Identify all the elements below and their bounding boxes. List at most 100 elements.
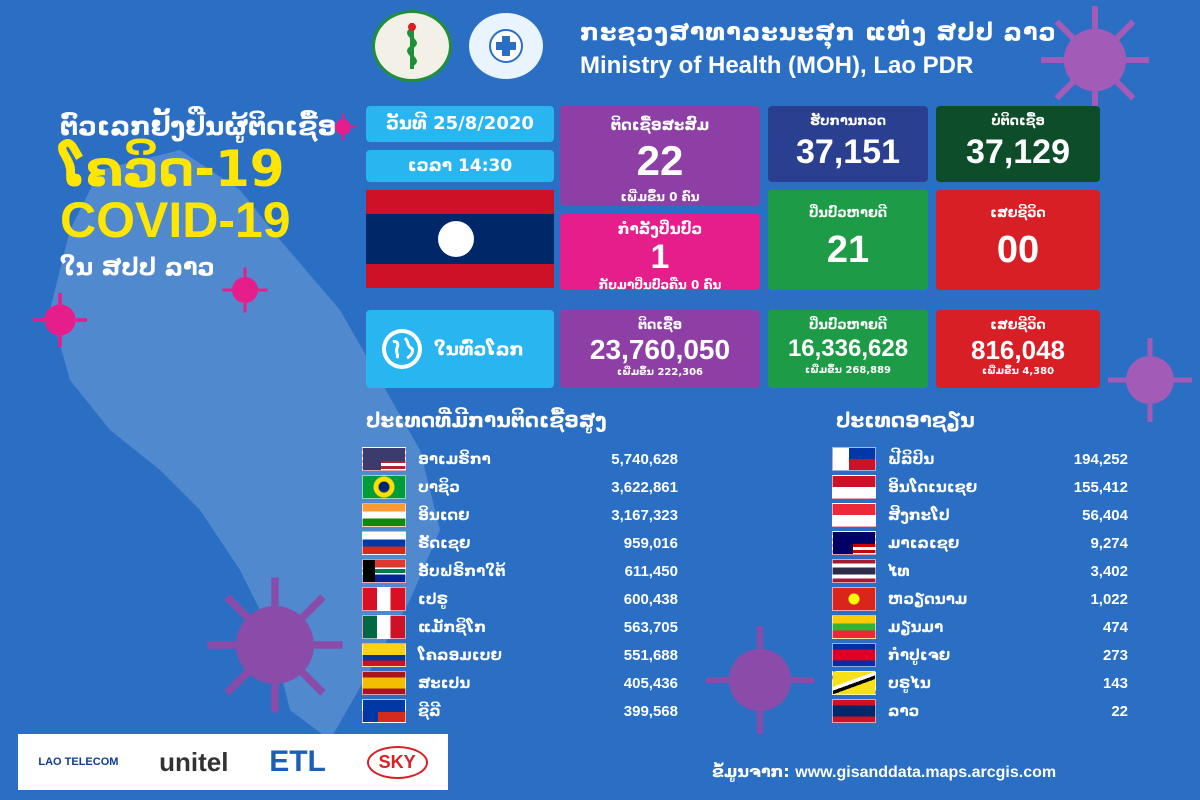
treating-sub: ກັບມາປິ່ນປົວຄືນ 0 ຄົນ xyxy=(598,278,722,292)
asean-country-row: ມຽນມາ 474 xyxy=(832,613,1128,641)
asean-country-country-name: ກຳປູເຈຍ xyxy=(888,646,951,664)
world-recovered-sub: ເພີ່ມຂຶ້ນ 268,889 xyxy=(805,365,891,376)
flag-mm-icon xyxy=(832,615,876,639)
asean-country-country-name: ມຽນມາ xyxy=(888,618,944,636)
top-country-country-value: 3,622,861 xyxy=(611,478,678,496)
health-department-logo xyxy=(466,10,546,82)
tested-value: 37,151 xyxy=(796,133,900,171)
asean-country-country-name: ລາວ xyxy=(888,702,920,720)
headline-line4: ໃນ ສປປ ລາວ xyxy=(60,252,215,281)
tested-label: ຮັບການກວດ xyxy=(809,114,887,129)
laos-flag xyxy=(366,190,554,288)
world-recovered-value: 16,336,628 xyxy=(787,335,909,362)
header-title: ກະຊວງສາທາລະນະສຸກ ແຫ່ງ ສປປ ລາວ Ministry o… xyxy=(580,18,1057,80)
asean-country-country-value: 155,412 xyxy=(1073,478,1128,496)
negative-label: ບໍ່ຕິດເຊື້ອ xyxy=(991,114,1045,129)
globe-icon xyxy=(382,329,422,369)
recovered-label: ປິ່ນປົວຫາຍດີ xyxy=(808,206,888,221)
top-country-country-name: ຊີລີ xyxy=(418,702,441,720)
asean-country-country-name: ສິງກະໂປ xyxy=(888,506,950,524)
flag-co-icon xyxy=(362,643,406,667)
treating-value: 1 xyxy=(650,238,670,276)
asean-country-country-name: ຟີລິປິນ xyxy=(888,450,935,468)
treating-label: ກຳລັງປິ່ນປົວ xyxy=(617,220,703,238)
flag-ph-icon xyxy=(832,447,876,471)
world-deaths-card: ເສຍຊີວິດ 816,048 ເພີ່ມຂຶ້ນ 4,380 xyxy=(936,310,1100,388)
asean-country-row: ຫວຽດນາມ 1,022 xyxy=(832,585,1128,613)
asean-country-country-name: ໄທ xyxy=(888,562,910,580)
top-country-country-name: ແມັກຊິໂກ xyxy=(418,618,487,636)
asean-countries-list: ຟີລິປິນ 194,252 ອິນໂດເນເຊຍ 155,412 ສິງກະໂປ 56… xyxy=(832,445,1128,725)
flag-la-icon xyxy=(832,699,876,723)
top-countries-title: ປະເທດທີ່ມີການຕິດເຊື້ອສູງ xyxy=(366,408,607,432)
top-country-country-value: 959,016 xyxy=(623,534,678,552)
top-country-row: ຊີລີ 399,568 xyxy=(362,697,678,725)
source-label: ຂໍ້ມູນຈາກ: xyxy=(712,762,790,781)
deaths-label: ເສຍຊີວິດ xyxy=(990,206,1046,221)
world-infected-label: ຕິດເຊື້ອ xyxy=(637,318,683,333)
top-country-country-name: ເປຣູ xyxy=(418,590,449,608)
headline: ຕົວເລກຢັ້ງຢືນຜູ້ຕິດເຊື້ອ ໂຄວິດ-19 COVID-… xyxy=(60,112,336,281)
top-country-country-name: ອັບຟຣິກາໃຕ້ xyxy=(418,562,506,580)
world-recovered-card: ປິ່ນປົວຫາຍດີ 16,336,628 ເພີ່ມຂຶ້ນ 268,88… xyxy=(768,310,928,388)
cumulative-sub: ເພີ່ມຂຶ້ນ 0 ຄົນ xyxy=(620,190,700,204)
negative-card: ບໍ່ຕິດເຊື້ອ 37,129 xyxy=(936,106,1100,182)
recovered-card: ປິ່ນປົວຫາຍດີ 21 xyxy=(768,190,928,290)
cumulative-value: 22 xyxy=(636,137,684,184)
asean-country-country-name: ອິນໂດເນເຊຍ xyxy=(888,478,978,496)
deaths-value: 00 xyxy=(996,229,1040,271)
flag-my-icon xyxy=(832,531,876,555)
flag-kh-icon xyxy=(832,643,876,667)
world-deaths-label: ເສຍຊີວິດ xyxy=(990,318,1046,333)
headline-line1: ຕົວເລກຢັ້ງຢືນຜູ້ຕິດເຊື້ອ xyxy=(60,112,337,142)
ministry-emblem-logo xyxy=(372,10,452,82)
sky-telecom-logo: SKY xyxy=(366,745,428,779)
asean-country-row: ມາເລເຊຍ 9,274 xyxy=(832,529,1128,557)
ministry-title-english: Ministry of Health (MOH), Lao PDR xyxy=(580,52,974,79)
asean-country-country-name: ຫວຽດນາມ xyxy=(888,590,968,608)
headline-line2: ໂຄວິດ-19 xyxy=(60,140,285,198)
world-card: ໃນທົ່ວໂລກ xyxy=(366,310,554,388)
unitel-logo: unitel xyxy=(159,746,229,777)
asean-country-country-name: ບຣູໄນ xyxy=(888,674,931,692)
top-country-country-value: 563,705 xyxy=(623,618,678,636)
world-recovered-label: ປິ່ນປົວຫາຍດີ xyxy=(808,318,888,333)
top-country-row: ອາເມຣິກາ 5,740,628 xyxy=(362,445,678,473)
etl-logo: ETL xyxy=(269,745,326,778)
virus-icon xyxy=(207,577,343,713)
treating-card: ກຳລັງປິ່ນປົວ 1 ກັບມາປິ່ນປົວຄືນ 0 ຄົນ xyxy=(560,214,760,292)
sponsor-logos: LAO TELECOM unitel ETL SKY xyxy=(18,734,448,790)
top-country-country-value: 5,740,628 xyxy=(611,450,678,468)
top-country-country-value: 600,438 xyxy=(623,590,678,608)
data-source: ຂໍ້ມູນຈາກ: www.gisanddata.maps.arcgis.co… xyxy=(712,762,1056,782)
asean-country-country-value: 194,252 xyxy=(1073,450,1128,468)
asean-country-country-value: 474 xyxy=(1102,618,1128,636)
top-country-country-value: 551,688 xyxy=(623,646,678,664)
headline-line3: COVID-19 xyxy=(60,192,291,248)
top-country-country-name: ຣັດເຊຍ xyxy=(418,534,471,552)
asean-country-country-value: 3,402 xyxy=(1090,562,1128,580)
top-country-country-value: 611,450 xyxy=(624,562,678,580)
top-country-country-name: ສະເປນ xyxy=(418,674,471,692)
date-label: ວັນທີ 25/8/2020 xyxy=(366,106,554,142)
top-country-row: ຣັດເຊຍ 959,016 xyxy=(362,529,678,557)
flag-pe-icon xyxy=(362,587,406,611)
world-infected-sub: ເພີ່ມຂຶ້ນ 222,306 xyxy=(617,367,703,378)
asean-country-row: ຟີລິປິນ 194,252 xyxy=(832,445,1128,473)
asean-country-country-value: 273 xyxy=(1102,646,1128,664)
world-infected-value: 23,760,050 xyxy=(589,334,731,365)
top-country-row: ເປຣູ 600,438 xyxy=(362,585,678,613)
flag-in-icon xyxy=(362,503,406,527)
source-url[interactable]: www.gisanddata.maps.arcgis.com xyxy=(795,764,1057,781)
world-infected-card: ຕິດເຊື້ອ 23,760,050 ເພີ່ມຂຶ້ນ 222,306 xyxy=(560,310,760,388)
asean-country-country-value: 1,022 xyxy=(1090,590,1128,608)
top-countries-list: ອາເມຣິກາ 5,740,628 ບາຊິວ 3,622,861 ອິນເດຍ 3,1… xyxy=(362,445,678,725)
asean-country-row: ອິນໂດເນເຊຍ 155,412 xyxy=(832,473,1128,501)
asean-country-country-value: 9,274 xyxy=(1090,534,1128,552)
negative-value: 37,129 xyxy=(966,133,1070,171)
cumulative-cases-card: ຕິດເຊື້ອສະສົມ 22 ເພີ່ມຂຶ້ນ 0 ຄົນ xyxy=(560,106,760,206)
flag-bn-icon xyxy=(832,671,876,695)
world-label: ໃນທົ່ວໂລກ xyxy=(434,338,524,360)
top-country-country-value: 399,568 xyxy=(623,702,678,720)
top-country-country-name: ອິນເດຍ xyxy=(418,506,470,524)
